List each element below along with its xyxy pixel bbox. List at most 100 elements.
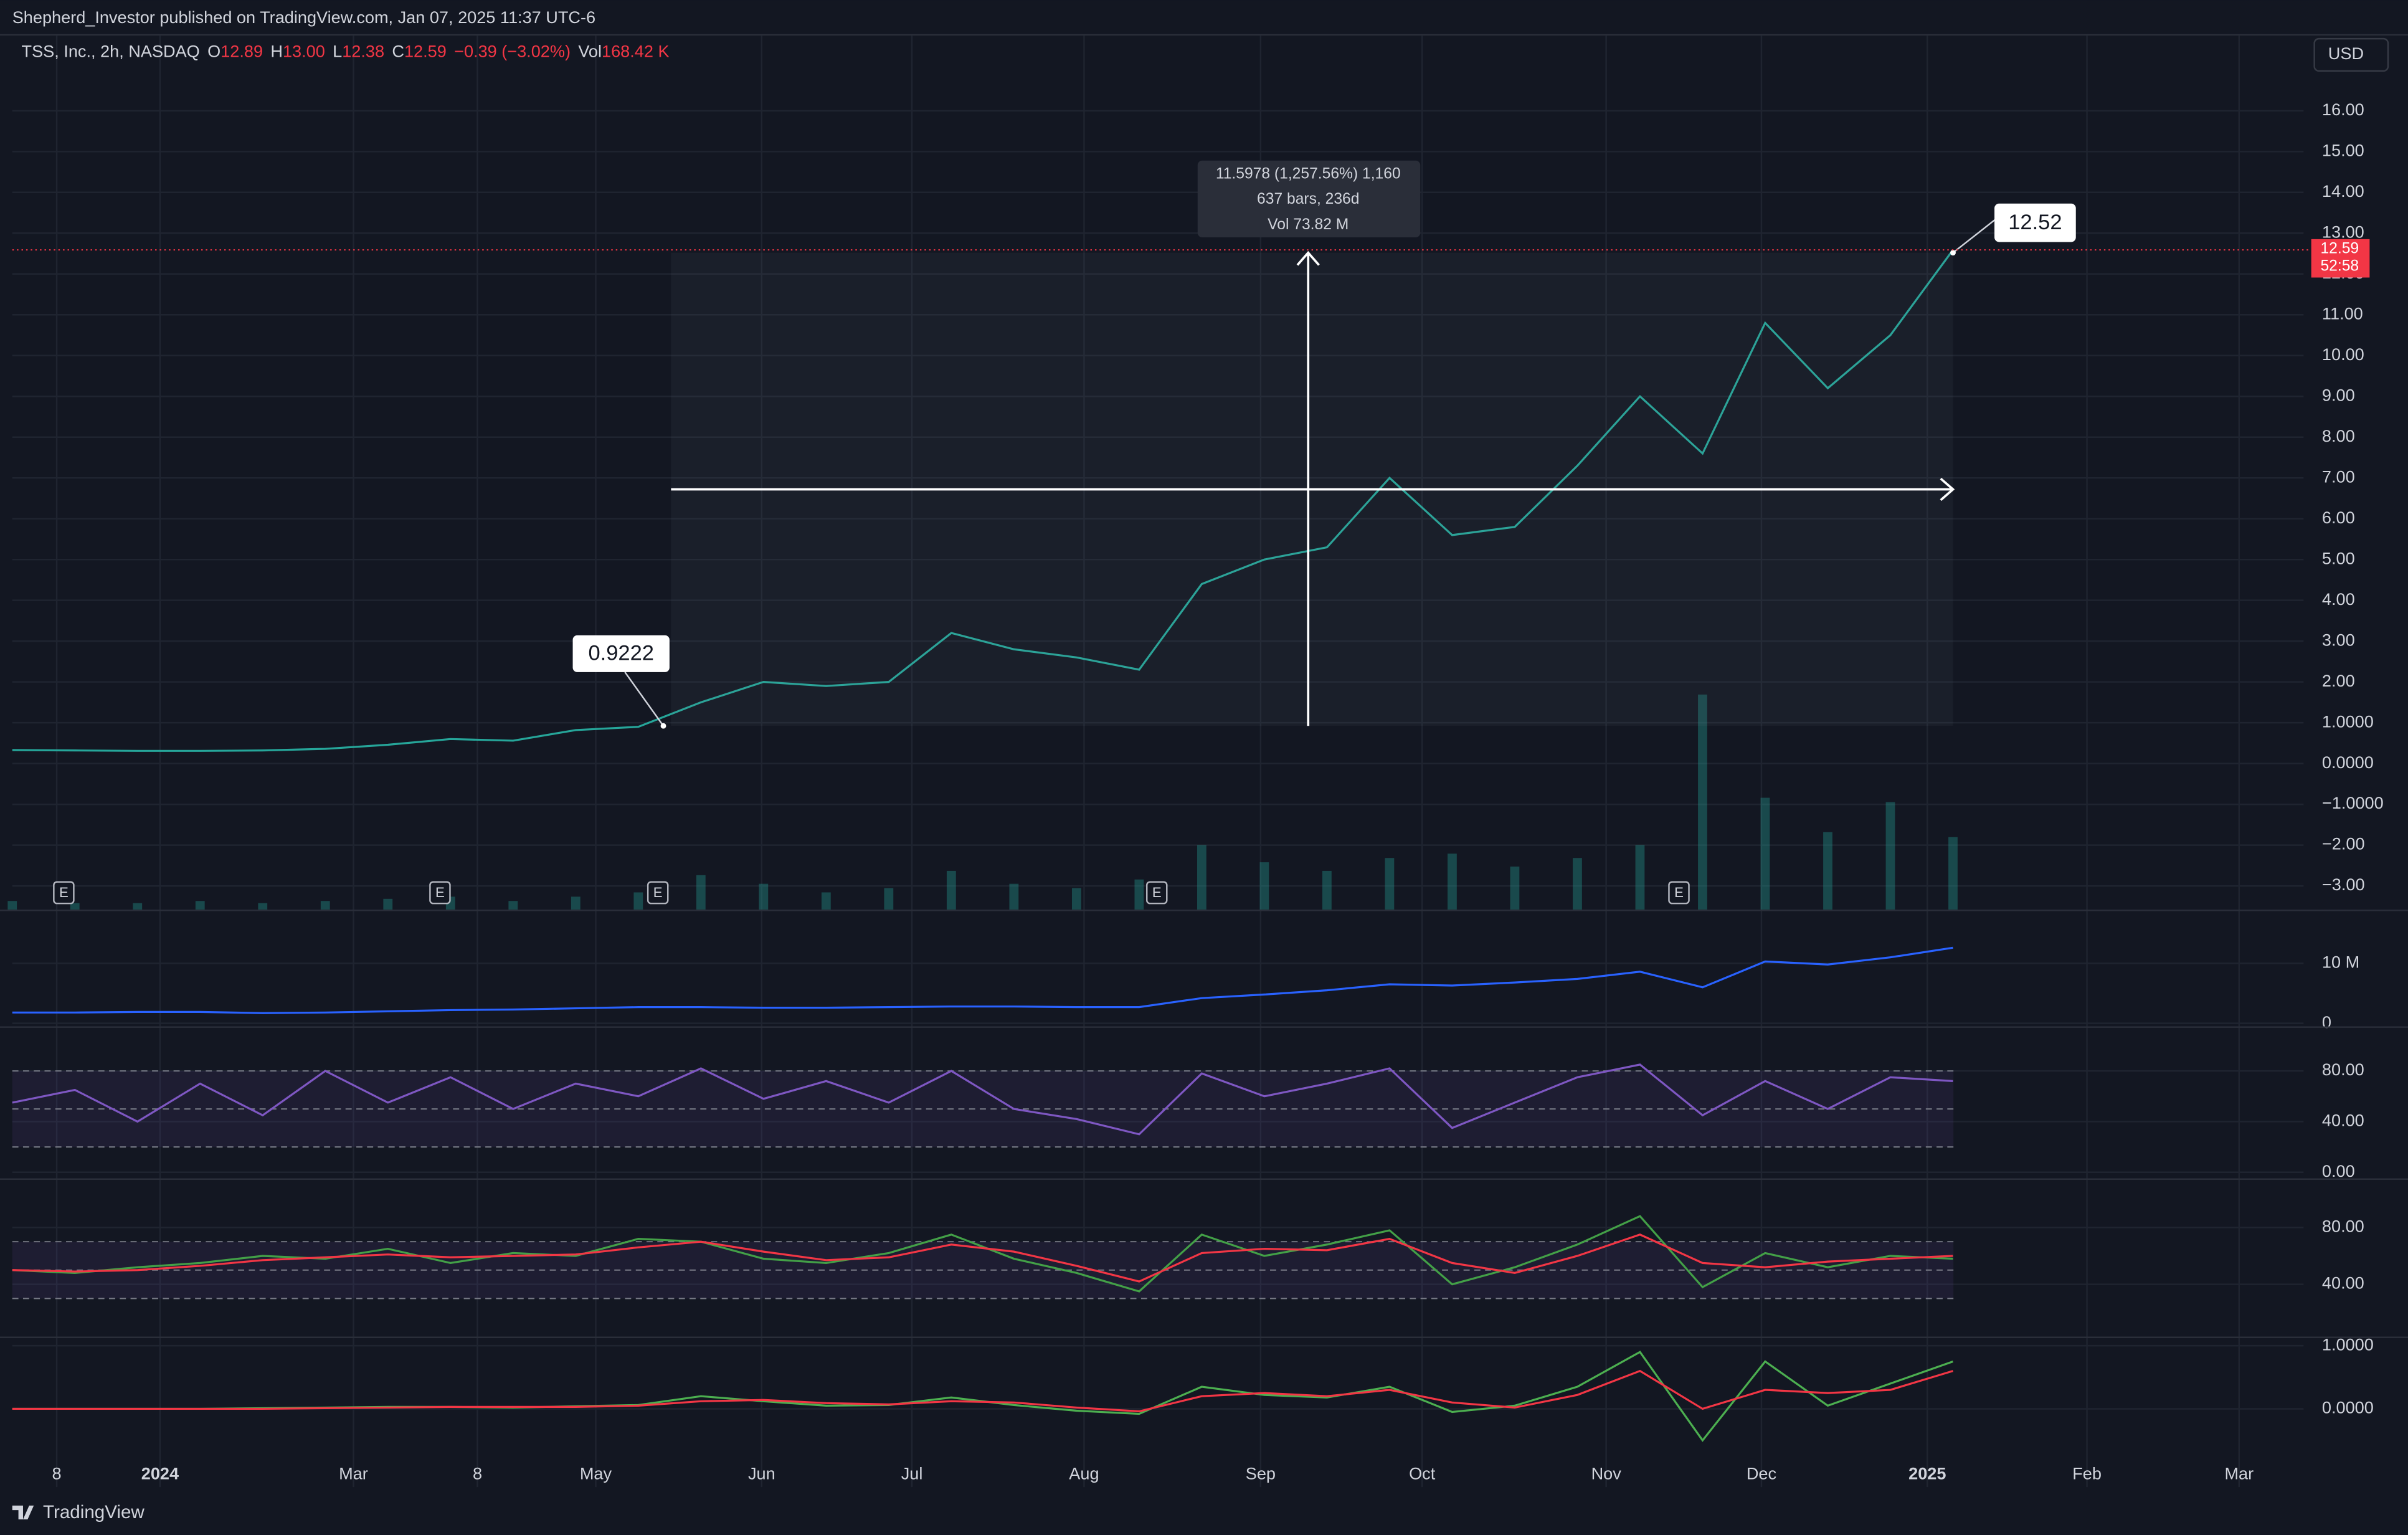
callout-point xyxy=(660,723,666,729)
y-tick-label: 5.00 xyxy=(2322,548,2355,568)
volume-bar xyxy=(1322,870,1332,910)
volume-bar xyxy=(1448,853,1457,910)
earnings-label: E xyxy=(653,885,663,900)
y-tick-label: −2.00 xyxy=(2322,834,2365,853)
legend-key: L xyxy=(333,41,342,60)
volume-bar xyxy=(1635,845,1645,910)
callout-box xyxy=(1994,203,2076,242)
legend-key: Vol xyxy=(578,41,602,60)
callout-point xyxy=(1950,250,1956,256)
currency[interactable]: USD xyxy=(2328,44,2364,63)
volume-bar xyxy=(884,888,894,910)
countdown-label: 52:58 xyxy=(2320,258,2359,275)
series-line xyxy=(12,1369,1953,1413)
callout-leader xyxy=(624,672,665,726)
last-price-label: 12.59 xyxy=(2320,240,2359,257)
x-tick-label: Mar xyxy=(339,1464,368,1483)
y-tick-label: 16.00 xyxy=(2322,100,2364,119)
earnings-label: E xyxy=(1152,885,1162,900)
x-tick-label: Dec xyxy=(1747,1464,1776,1483)
y-tick-label: 13.00 xyxy=(2322,222,2364,241)
earnings-marker xyxy=(647,881,669,905)
y-tick-label: 40.00 xyxy=(2322,1111,2364,1130)
earnings-marker xyxy=(1668,881,1690,905)
legend-value: 13.00 xyxy=(283,41,325,60)
x-tick-label: 8 xyxy=(52,1464,62,1483)
y-tick-label: 6.00 xyxy=(2322,508,2355,527)
volume-bar xyxy=(133,903,143,910)
legend-change: −0.39 (−3.02%) xyxy=(454,41,571,60)
y-tick-label: 1.0000 xyxy=(2322,711,2374,731)
volume-bar xyxy=(821,892,831,910)
x-tick-label: Aug xyxy=(1069,1464,1099,1483)
volume-bar xyxy=(1823,832,1832,910)
y-tick-label: 4.00 xyxy=(2322,589,2355,609)
earnings-marker xyxy=(429,881,451,905)
publisher: Shepherd_Investor published on TradingVi… xyxy=(12,7,595,27)
y-tick-label: −1.0000 xyxy=(2322,793,2384,812)
callout-label: 12.52 xyxy=(2008,211,2062,234)
x-tick-label: 2025 xyxy=(1908,1464,1946,1483)
volume-bar xyxy=(1573,858,1582,910)
measure-text: 11.5978 (1,257.56%) 1,160 xyxy=(1216,165,1401,182)
x-tick-label: Jun xyxy=(748,1464,775,1483)
y-tick-label: 40.00 xyxy=(2322,1273,2364,1293)
y-tick-label: 0.0000 xyxy=(2322,1398,2374,1417)
series-line xyxy=(12,1063,1953,1136)
y-tick-label: 0.0000 xyxy=(2322,753,2374,772)
earnings-label: E xyxy=(435,885,445,900)
y-tick-label: 9.00 xyxy=(2322,385,2355,404)
legend-value: 168.42 K xyxy=(602,41,670,60)
volume-bar xyxy=(1134,879,1144,910)
x-tick-label: 8 xyxy=(473,1464,482,1483)
callout-box xyxy=(572,635,670,672)
legend-key: O xyxy=(207,41,220,60)
volume-bar xyxy=(1071,888,1081,910)
legend-value: 12.89 xyxy=(220,41,263,60)
volume-bar xyxy=(571,896,581,910)
volume-bar xyxy=(1385,858,1395,910)
y-tick-label: 11.00 xyxy=(2322,303,2363,323)
earnings-marker xyxy=(1145,881,1168,905)
series-line xyxy=(12,946,1953,1014)
earnings-marker xyxy=(53,881,75,905)
y-tick-label: 8.00 xyxy=(2322,426,2355,445)
legend-value: 12.38 xyxy=(342,41,384,60)
volume-bar xyxy=(1259,862,1269,910)
volume-bar xyxy=(946,870,956,910)
volume-bar xyxy=(383,898,393,910)
earnings-label: E xyxy=(59,885,69,900)
last-price-box xyxy=(2311,239,2370,278)
legend-symbol: TSS, Inc., 2h, NASDAQ xyxy=(22,41,200,60)
y-tick-label: 15.00 xyxy=(2322,140,2364,159)
x-tick-label: Jul xyxy=(901,1464,923,1483)
y-tick-label: 80.00 xyxy=(2322,1217,2364,1236)
currency-box[interactable] xyxy=(2313,37,2389,72)
volume-bar xyxy=(1197,845,1206,910)
y-tick-label: 0 xyxy=(2322,1012,2331,1032)
volume-bar xyxy=(759,883,769,910)
x-tick-label: Sep xyxy=(1246,1464,1276,1483)
volume-bar xyxy=(320,901,330,910)
brand[interactable]: TradingView xyxy=(43,1502,145,1523)
x-tick-label: Nov xyxy=(1591,1464,1622,1483)
legend-key: C xyxy=(392,41,404,60)
volume-bar xyxy=(7,901,17,910)
x-tick-label: 2024 xyxy=(141,1464,179,1483)
volume-bar xyxy=(1760,797,1770,910)
measure-text: Vol 73.82 M xyxy=(1268,216,1349,233)
arrow-head xyxy=(1940,477,1955,501)
callout-leader xyxy=(1952,218,1997,254)
y-tick-label: 2.00 xyxy=(2322,671,2355,690)
y-tick-label: 3.00 xyxy=(2322,630,2355,649)
y-tick-label: −3.00 xyxy=(2322,875,2365,894)
y-tick-label: 1.0000 xyxy=(2322,1334,2374,1354)
volume-bar xyxy=(633,892,643,910)
x-tick-label: Mar xyxy=(2224,1464,2254,1483)
series-line xyxy=(12,1233,1953,1283)
volume-bar xyxy=(696,875,706,910)
legend-key: H xyxy=(270,41,283,60)
series-line xyxy=(12,249,1954,752)
